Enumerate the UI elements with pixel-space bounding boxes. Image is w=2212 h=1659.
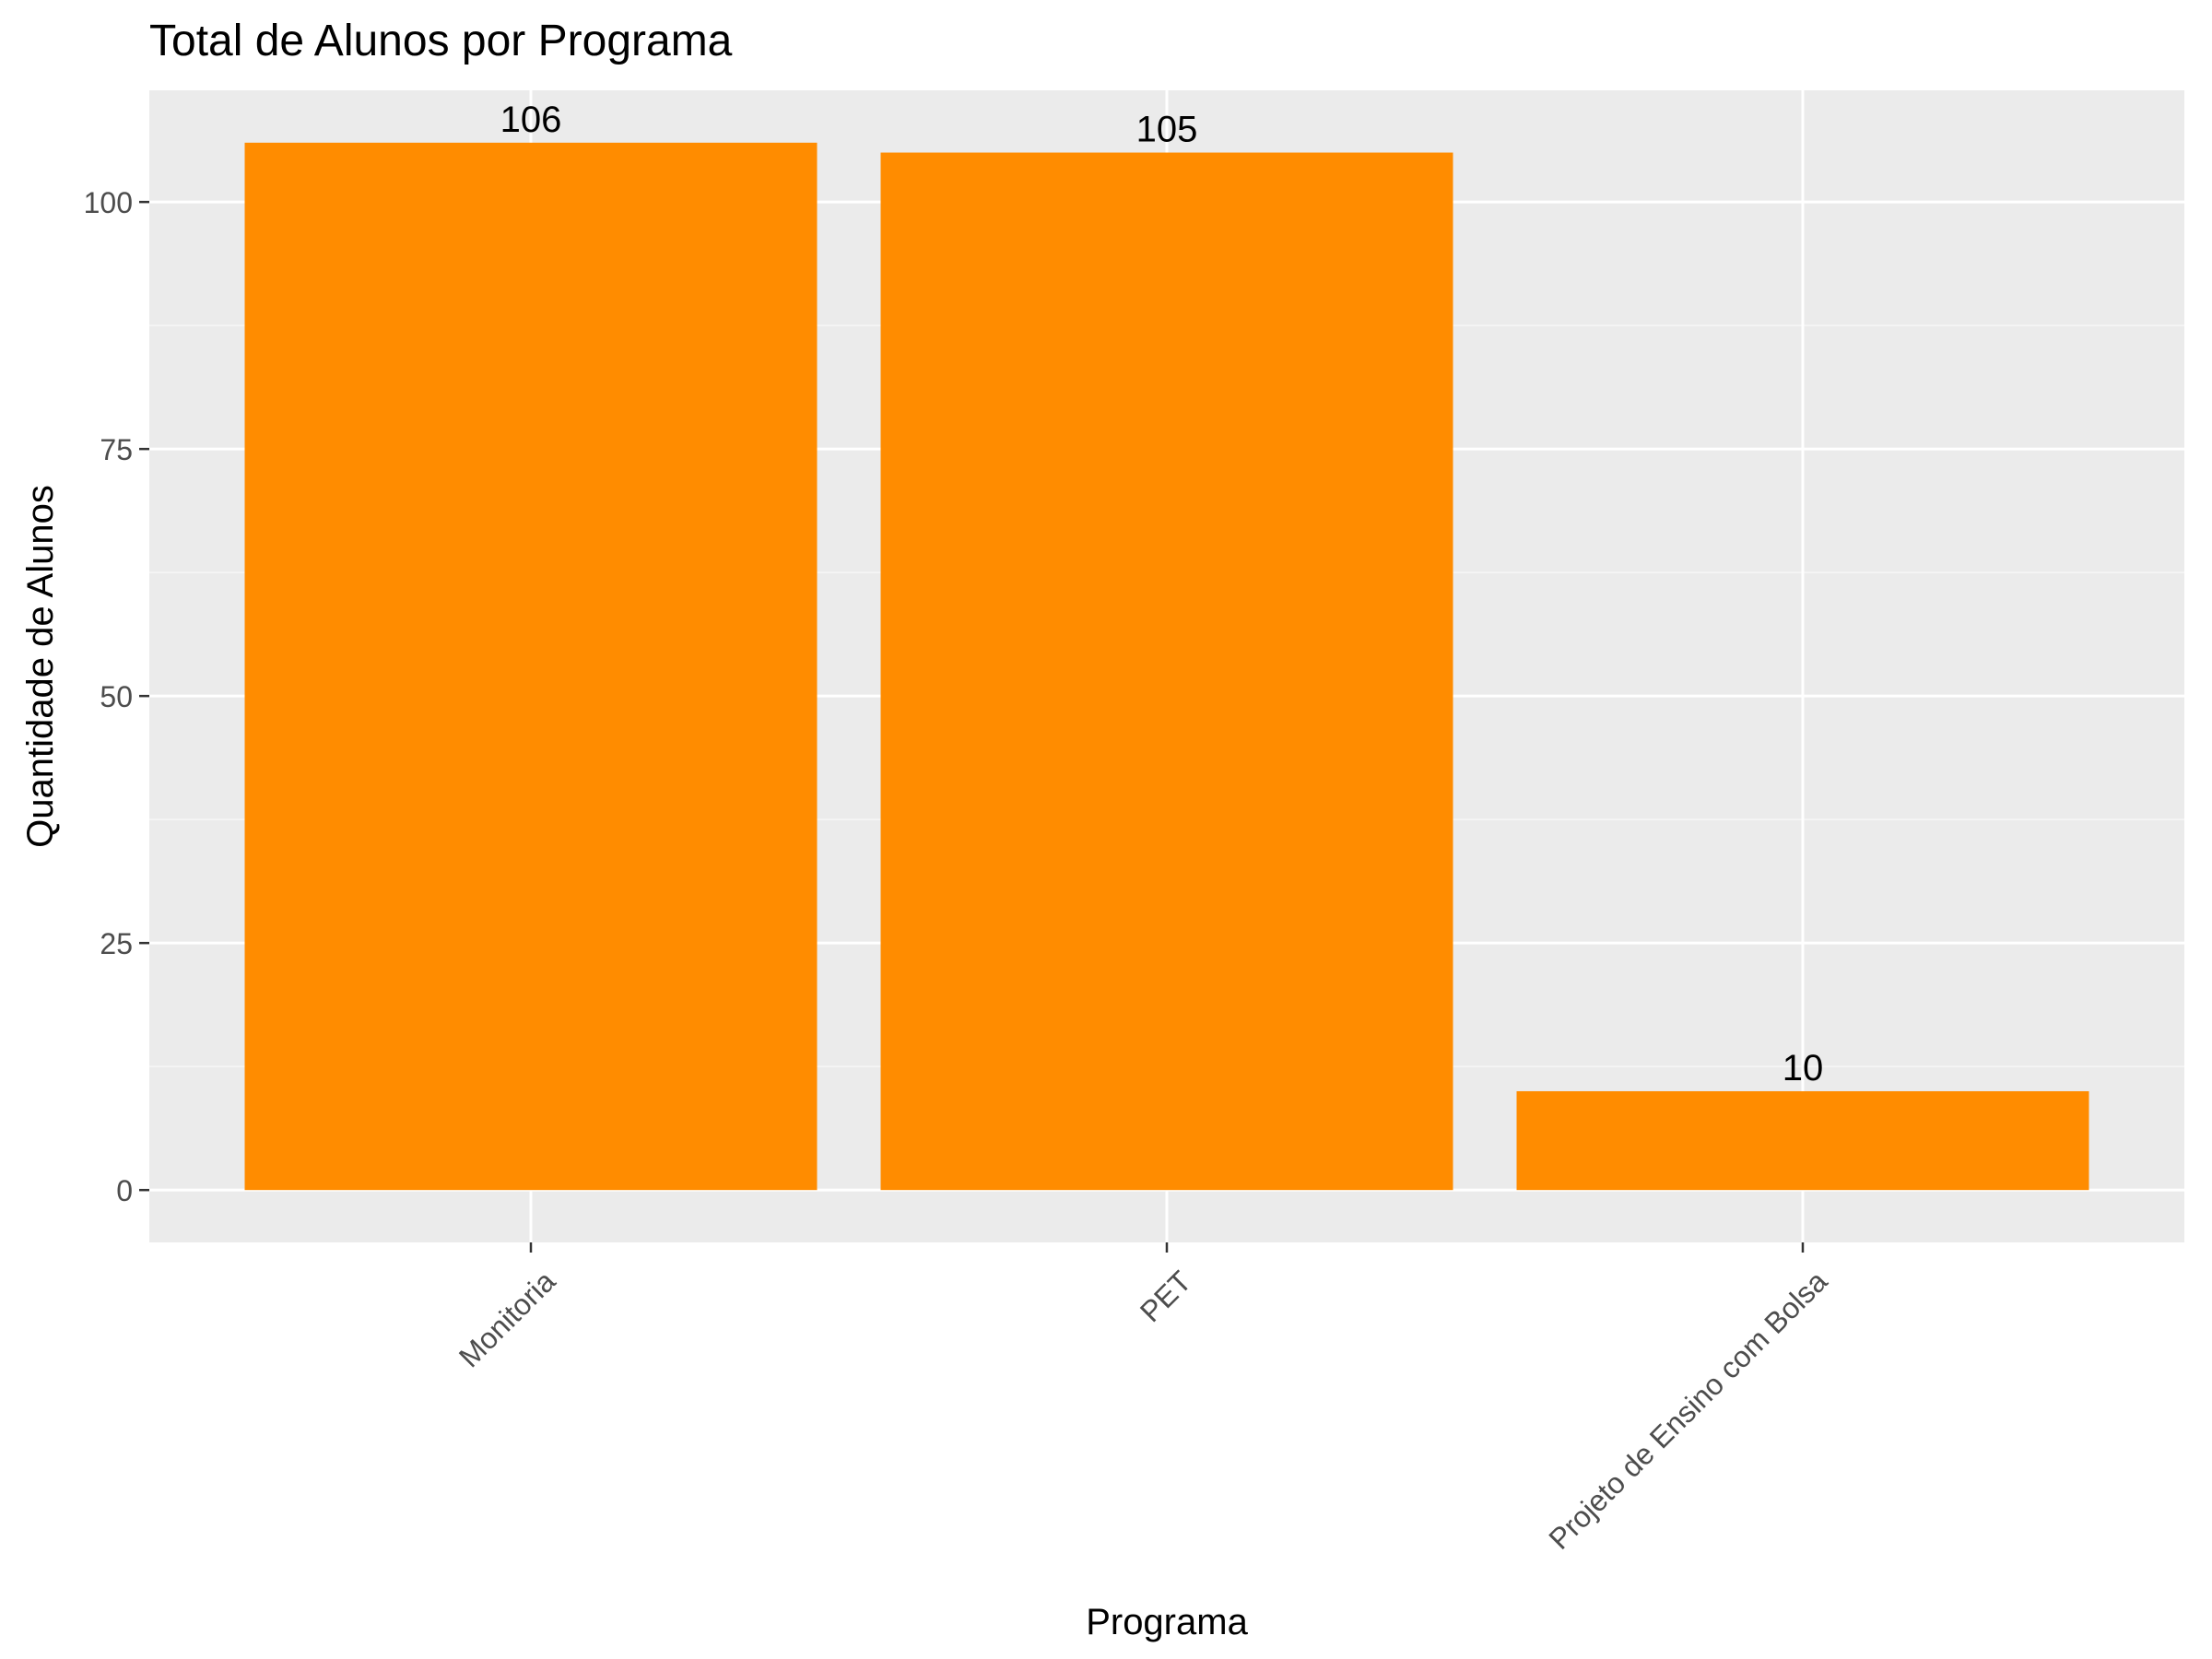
bar-value-label: 10 [1783, 1048, 1824, 1088]
bars [244, 142, 2089, 1191]
y-axis-label: Quantidade de Alunos [20, 485, 61, 848]
y-tick-label: 25 [100, 927, 133, 960]
bar [880, 152, 1453, 1191]
bar-value-label: 105 [1136, 110, 1198, 150]
y-tick-label: 0 [116, 1174, 133, 1207]
data-labels: 106 105 10 [500, 100, 1824, 1088]
bar [244, 142, 818, 1191]
bar-value-label: 106 [500, 100, 562, 140]
y-tick-label: 50 [100, 680, 133, 713]
chart-title: Total de Alunos por Programa [149, 17, 733, 65]
y-tick-label: 75 [100, 433, 133, 466]
y-axis: 0 25 50 75 100 [84, 186, 149, 1207]
x-axis-label: Programa [1086, 1602, 1248, 1642]
y-tick-label: 100 [84, 186, 133, 219]
bar [1516, 1090, 2089, 1191]
